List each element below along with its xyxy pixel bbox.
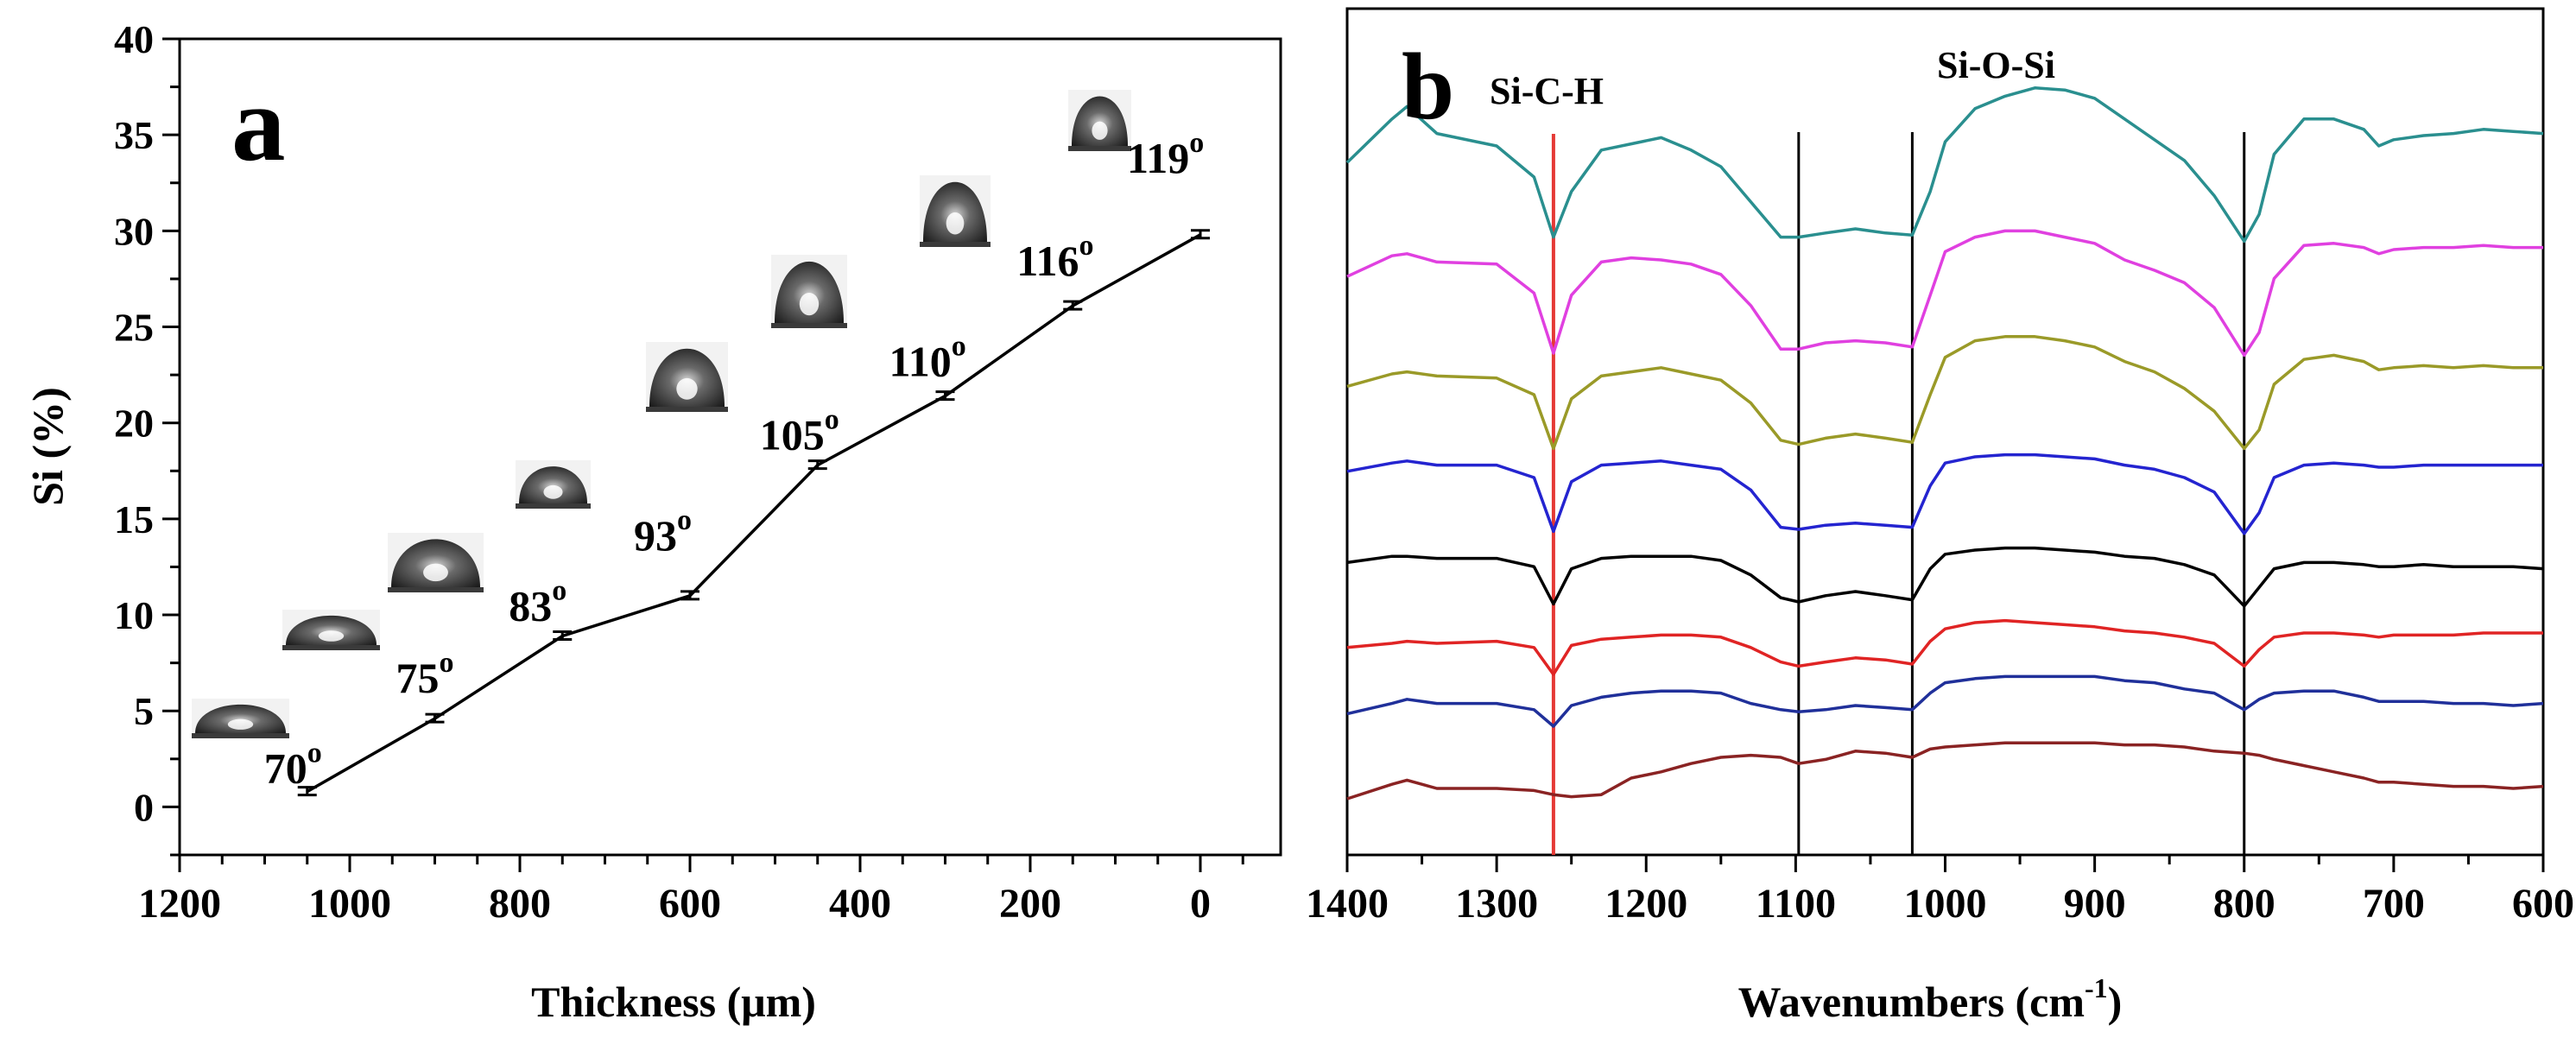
a-y-tick-label: 30 xyxy=(114,209,154,253)
droplet-image xyxy=(920,175,991,247)
contact-angle-label: 110o xyxy=(889,331,966,386)
a-y-tick-label: 25 xyxy=(114,306,154,350)
contact-angle-label: 75o xyxy=(396,647,454,702)
droplet-image xyxy=(1068,90,1131,151)
spectrum-line xyxy=(1346,453,2543,535)
contact-angle-label: 93o xyxy=(634,504,692,560)
b-x-tick-label: 600 xyxy=(2512,881,2574,927)
panel-b-label: b xyxy=(1402,34,1454,139)
spectrum-line xyxy=(1346,229,2543,358)
panel-b-plot-frame xyxy=(1345,7,2545,857)
b-x-tick-label: 1400 xyxy=(1306,881,1389,927)
panel-b-spectra xyxy=(1345,86,2544,801)
a-y-tick-label: 10 xyxy=(114,593,154,637)
panel-a-y-ticks: 0 5 10 15 20 25 30 35 40 xyxy=(114,17,180,857)
b-x-tick-label: 1100 xyxy=(1756,881,1836,927)
droplet-image xyxy=(282,610,380,650)
contact-angle-label: 70o xyxy=(264,737,322,793)
a-y-tick-label: 20 xyxy=(114,402,154,446)
panel-a-x-ticks: 1200 1000 800 600 400 200 0 xyxy=(138,855,1244,927)
panel-b-x-axis-label: Wavenumbers (cm-1) xyxy=(1738,972,2123,1026)
droplet-image xyxy=(516,460,591,509)
a-x-tick-label: 0 xyxy=(1190,881,1211,927)
droplet-image xyxy=(771,255,847,328)
contact-angle-label: 83o xyxy=(509,575,566,630)
spectrum-line xyxy=(1345,86,2544,244)
annotation-si-o-si: Si-O-Si xyxy=(1937,44,2055,86)
spectrum-line xyxy=(1346,674,2544,728)
panel-a-plot-frame xyxy=(178,37,1282,857)
b-x-tick-label: 700 xyxy=(2363,881,2425,927)
panel-a-x-axis-label: Thickness (μm) xyxy=(531,978,816,1026)
panel-b: 1400 1300 1200 1100 1000 900 800 700 600 b Si-C-… xyxy=(1306,7,2574,1026)
droplet-image xyxy=(192,699,289,738)
spectrum-line xyxy=(1346,618,2543,676)
contact-angle-label: 116o xyxy=(1016,230,1093,285)
b-x-tick-label: 1200 xyxy=(1604,881,1687,927)
a-x-tick-label: 200 xyxy=(999,881,1061,927)
a-x-tick-label: 400 xyxy=(829,881,891,927)
panel-b-x-axis-label-suffix: ) xyxy=(2108,978,2123,1026)
panel-a-droplets xyxy=(192,90,1131,738)
droplet-image xyxy=(388,533,484,592)
a-x-tick-label: 600 xyxy=(659,881,721,927)
b-x-tick-label: 800 xyxy=(2213,881,2275,927)
a-y-tick-label: 35 xyxy=(114,113,154,157)
a-y-tick-label: 40 xyxy=(114,17,154,61)
panel-a: 1200 1000 800 600 400 200 0 0 5 10 15 20 25 30 35 40 7… xyxy=(23,17,1282,1026)
panel-a-label: a xyxy=(231,65,286,184)
contact-angle-label: 119o xyxy=(1127,127,1204,182)
spectrum-line xyxy=(1346,546,2544,608)
panel-a-series xyxy=(297,229,1210,797)
panel-b-x-ticks: 1400 1300 1200 1100 1000 900 800 700 600 xyxy=(1306,855,2574,927)
a-x-tick-label: 1200 xyxy=(138,881,221,927)
panel-b-x-axis-label-main: Wavenumbers (cm xyxy=(1738,978,2085,1026)
a-x-tick-label: 800 xyxy=(489,881,551,927)
b-x-tick-label: 1300 xyxy=(1455,881,1538,927)
a-x-tick-label: 1000 xyxy=(308,881,391,927)
panel-b-reference-lines xyxy=(1551,132,2246,855)
annotation-si-c-h: Si-C-H xyxy=(1490,70,1604,112)
b-x-tick-label: 900 xyxy=(2064,881,2126,927)
a-y-tick-label: 15 xyxy=(114,497,154,541)
spectrum-line xyxy=(1346,741,2544,801)
droplet-image xyxy=(646,342,728,412)
a-series-line xyxy=(306,233,1201,794)
panel-a-angle-labels: 70o 75o 83o 93o 105o 110o 116o 119o xyxy=(264,127,1205,793)
contact-angle-label: 105o xyxy=(760,404,839,459)
panel-a-y-axis-label: Si (%) xyxy=(23,387,72,506)
spectrum-line xyxy=(1346,335,2543,451)
b-x-tick-label: 1000 xyxy=(1904,881,1987,927)
panel-b-x-axis-label-sup: -1 xyxy=(2085,972,2108,1003)
a-y-tick-label: 5 xyxy=(134,689,154,733)
a-y-tick-label: 0 xyxy=(134,785,154,829)
